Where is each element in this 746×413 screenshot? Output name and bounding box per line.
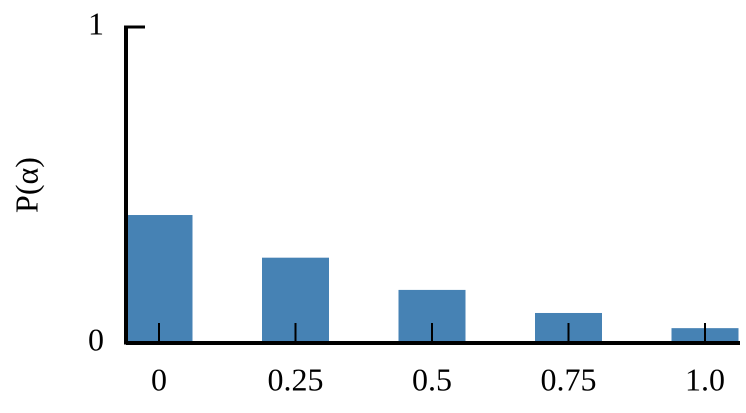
x-tick-label: 0 <box>151 361 167 397</box>
x-tick-label: 0.5 <box>412 361 452 397</box>
y-axis-label: P(α) <box>8 157 44 213</box>
x-tick-label: 0.25 <box>268 361 324 397</box>
y-tick-label: 0 <box>88 321 104 357</box>
x-tick-label: 1.0 <box>685 361 725 397</box>
y-tick-label: 1 <box>88 5 104 41</box>
bar <box>125 215 193 343</box>
x-tick-label: 0.75 <box>541 361 597 397</box>
